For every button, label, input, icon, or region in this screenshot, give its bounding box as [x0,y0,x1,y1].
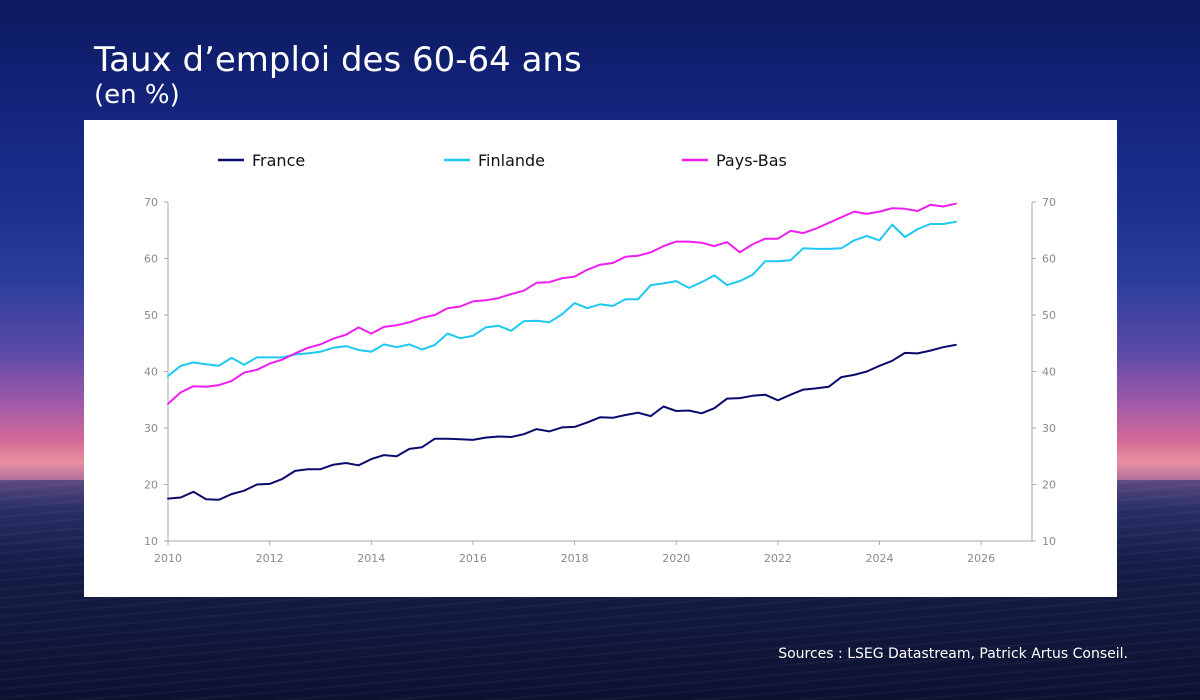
y-tick-label-right: 70 [1042,196,1056,209]
x-tick-label: 2024 [866,552,894,565]
x-tick-label: 2026 [967,552,995,565]
x-tick-label: 2016 [459,552,487,565]
series-line-finlande [167,220,957,377]
x-tick-label: 2014 [357,552,385,565]
y-tick-label-left: 40 [144,366,158,379]
source-note: Sources : LSEG Datastream, Patrick Artus… [778,646,1128,662]
series-line-france [167,343,957,501]
y-tick-label-right: 20 [1042,479,1056,492]
chart-panel: 10 10 20 20 30 30 40 40 50 50 60 60 70 70 2010 2012 2014… [84,120,1117,597]
y-tick-label-right: 10 [1042,535,1056,548]
y-tick-label-left: 50 [144,309,158,322]
x-tick-label: 2022 [764,552,792,565]
y-tick-label-left: 30 [144,422,158,435]
x-tick-label: 2020 [662,552,690,565]
legend-label-france: France [252,151,305,170]
chart-series [167,202,957,501]
y-tick-label-left: 10 [144,535,158,548]
legend-label-finlande: Finlande [478,151,545,170]
y-tick-label-right: 30 [1042,422,1056,435]
x-tick-label: 2018 [561,552,589,565]
y-tick-label-left: 20 [144,479,158,492]
y-tick-label-right: 60 [1042,253,1056,266]
x-tick-label: 2010 [154,552,182,565]
y-tick-label-right: 50 [1042,309,1056,322]
y-tick-label-right: 40 [1042,366,1056,379]
x-tick-label: 2012 [256,552,284,565]
page-subtitle: (en %) [94,80,180,110]
series-line-pays-bas [167,202,957,405]
y-tick-label-left: 70 [144,196,158,209]
legend-label-pays-bas: Pays-Bas [716,151,787,170]
y-tick-label-left: 60 [144,253,158,266]
chart-legend: France Finlande Pays-Bas [218,151,787,170]
page-title: Taux d’emploi des 60-64 ans [94,40,582,80]
